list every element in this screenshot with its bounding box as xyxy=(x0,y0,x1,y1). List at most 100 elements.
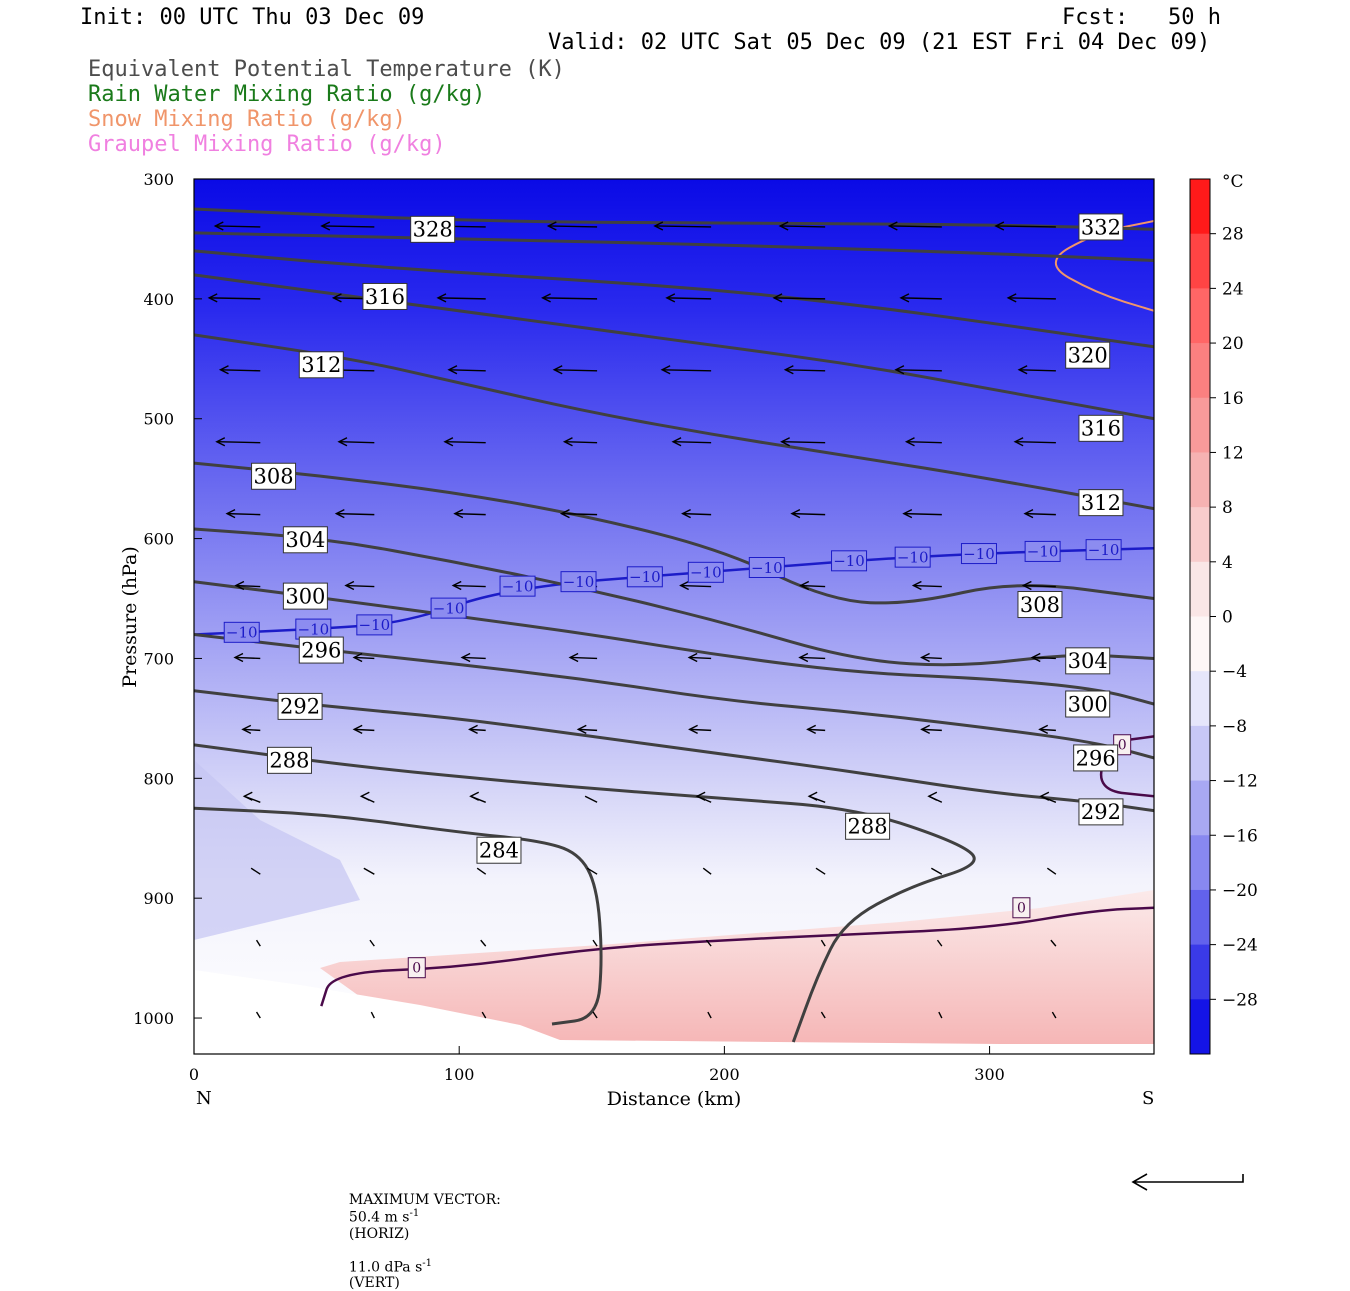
svg-text:−10: −10 xyxy=(897,548,929,566)
wind-vector-head xyxy=(469,791,480,801)
theta-e-contour xyxy=(194,273,1154,421)
wind-vector-head xyxy=(218,365,229,375)
svg-text:320: 320 xyxy=(1068,344,1108,368)
wind-vector-head xyxy=(344,580,355,591)
x-tick-label: 100 xyxy=(444,1065,475,1084)
colorbar-tick-label: 8 xyxy=(1222,498,1233,518)
wind-vector xyxy=(438,297,486,300)
wind-vector-head xyxy=(1006,293,1017,303)
wind-vector xyxy=(453,584,486,588)
wind-vector xyxy=(578,728,598,732)
colorbar-tick-label: −20 xyxy=(1222,881,1258,901)
wind-vector xyxy=(444,440,486,444)
theta-e-label: 328 xyxy=(410,215,456,243)
wind-vector-head xyxy=(215,437,226,447)
wind-vector xyxy=(800,584,826,588)
wind-vector xyxy=(448,369,486,372)
wind-vector xyxy=(592,1011,598,1019)
wind-vector xyxy=(815,867,826,875)
y-tick-label: 400 xyxy=(143,290,174,309)
wind-vector-head xyxy=(687,652,698,663)
theta-e-label: 332 xyxy=(1078,213,1124,241)
wind-vector-head xyxy=(359,791,370,801)
wind-vector xyxy=(895,369,942,372)
wind-vector-head xyxy=(653,221,664,231)
temperature-label: −10 xyxy=(960,543,997,565)
svg-text:−10: −10 xyxy=(359,616,391,634)
wind-vector-head xyxy=(1017,365,1028,375)
wind-vector-head xyxy=(798,652,809,663)
x-tick-label: 200 xyxy=(709,1065,740,1084)
wind-vector-head xyxy=(1023,508,1034,519)
wind-vector xyxy=(1019,369,1056,372)
theta-e-label: 296 xyxy=(1073,744,1119,772)
max-vector-label: MAXIMUM VECTOR: xyxy=(348,1192,501,1208)
colorbar-tick-label: −4 xyxy=(1222,662,1247,682)
wind-vector xyxy=(936,939,943,947)
wind-vector-head xyxy=(1038,724,1049,734)
wind-vector xyxy=(807,728,826,732)
svg-text:304: 304 xyxy=(1068,649,1108,673)
y-tick-label: 900 xyxy=(143,889,174,908)
wind-vector xyxy=(930,867,943,875)
wind-vector-head xyxy=(799,580,810,591)
theta-e-label: 312 xyxy=(298,351,344,379)
temperature-label: −10 xyxy=(894,546,931,568)
wind-vector xyxy=(654,225,712,228)
colorbar-unit: °C xyxy=(1222,172,1244,192)
wind-vector-head xyxy=(904,437,915,447)
theta-e-label: 308 xyxy=(1017,591,1063,619)
wind-vector-head xyxy=(568,652,579,663)
wind-vector-head xyxy=(790,508,801,519)
south-label: S xyxy=(1142,1088,1154,1109)
colorbar-tick-label: −8 xyxy=(1222,717,1247,737)
colorbar-band xyxy=(1190,561,1210,617)
wind-vector-head xyxy=(772,293,783,303)
colorbar-band xyxy=(1190,343,1210,399)
vert-max-value: 11.0 dPa s xyxy=(348,1259,423,1276)
x-tick-label: 300 xyxy=(974,1065,1005,1084)
wind-vector-head xyxy=(899,293,910,303)
wind-vector-head xyxy=(337,437,348,447)
wind-vector-head xyxy=(447,365,458,375)
colorbar-tick-label: −24 xyxy=(1222,936,1258,956)
wind-vector-head xyxy=(1013,437,1024,447)
wind-vector-head xyxy=(1030,652,1041,663)
x-axis-label: Distance (km) xyxy=(607,1088,742,1110)
wind-vector-head xyxy=(468,724,478,734)
wind-vector xyxy=(469,728,486,732)
wind-vector xyxy=(250,867,261,875)
forecast-hour: Fcst: 50 h xyxy=(1062,5,1221,30)
wind-vector-head xyxy=(665,293,676,303)
wind-vector xyxy=(820,1011,826,1019)
svg-text:312: 312 xyxy=(1081,491,1121,515)
max-vector-caption: MAXIMUM VECTOR: 50.4 m s-1 (HORIZ) 11.0 … xyxy=(340,1176,510,1291)
theta-e-label: 316 xyxy=(1078,414,1124,442)
svg-text:−10: −10 xyxy=(433,599,465,617)
theta-e-label: 296 xyxy=(298,636,344,664)
wind-vector xyxy=(1032,656,1056,660)
legend-snow: Snow Mixing Ratio (g/kg) xyxy=(88,107,406,132)
svg-text:308: 308 xyxy=(1020,593,1060,617)
temperature-label: −10 xyxy=(430,597,467,619)
colorbar-tick-label: 0 xyxy=(1222,608,1233,628)
colorbar-tick-label: 12 xyxy=(1222,443,1244,463)
wind-vector xyxy=(1008,297,1056,300)
colorbar-band xyxy=(1190,999,1210,1055)
wind-vector-head xyxy=(562,437,573,447)
wind-vector xyxy=(548,225,598,228)
wind-vector xyxy=(1024,512,1056,516)
y-tick-label: 300 xyxy=(143,170,174,189)
legend-rain: Rain Water Mixing Ratio (g/kg) xyxy=(88,82,486,107)
wind-vector xyxy=(584,795,598,803)
wind-vector xyxy=(820,939,826,947)
svg-text:292: 292 xyxy=(1081,800,1121,824)
temperature-label: −10 xyxy=(295,618,332,640)
wind-vector xyxy=(680,584,712,588)
wind-vector-head xyxy=(460,652,471,663)
colorbar-band xyxy=(1190,233,1210,289)
colorbar-band xyxy=(1190,288,1210,344)
theta-e-label: 288 xyxy=(266,746,312,774)
colorbar-tick-label: 24 xyxy=(1222,279,1244,299)
wind-vector xyxy=(662,369,712,372)
